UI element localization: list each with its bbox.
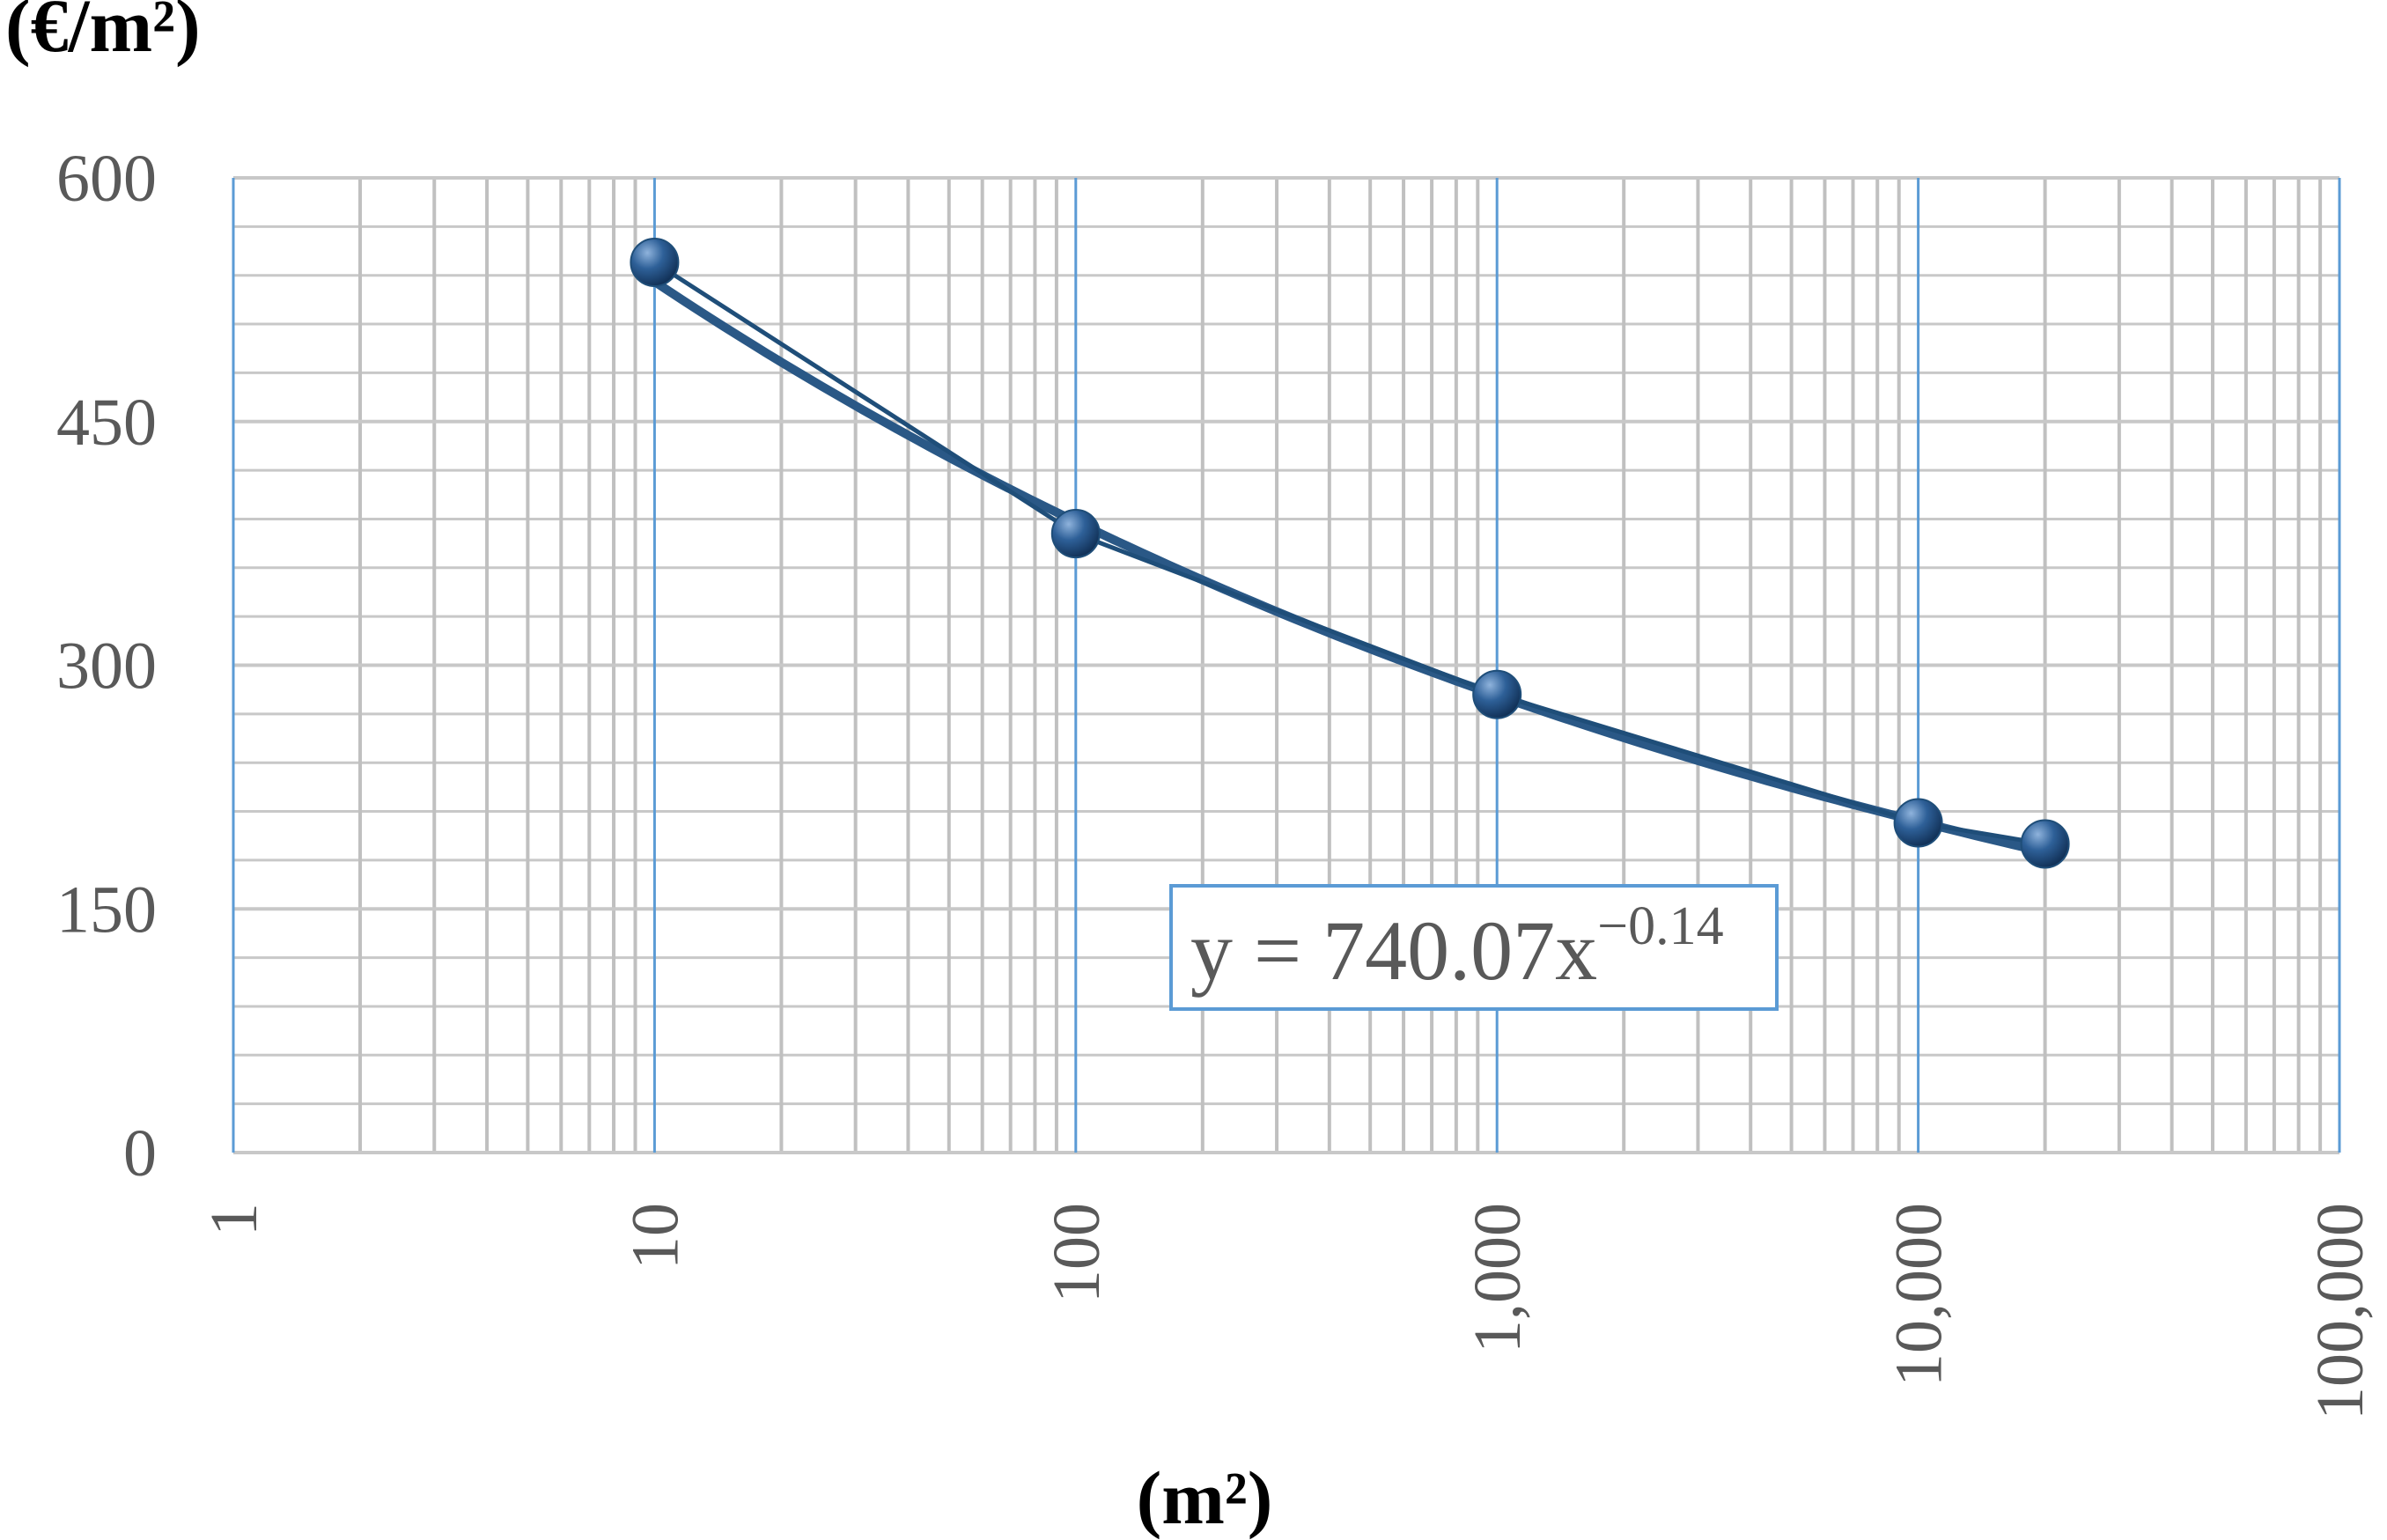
point — [2020, 819, 2070, 869]
annotation-text: y = 740.07x — [1190, 903, 1597, 998]
x-tick-label: 100 — [1040, 1203, 1114, 1303]
trendline — [650, 276, 2050, 857]
point — [630, 237, 680, 287]
x-tick-label: 1,000 — [1461, 1203, 1535, 1353]
point — [1472, 669, 1522, 719]
x-tick-label: 10,000 — [1882, 1203, 1956, 1387]
x-tick-label: 1 — [197, 1203, 271, 1236]
x-tick-label: 10 — [618, 1203, 692, 1270]
series-line — [653, 260, 2046, 846]
y-tick-label: 300 — [56, 630, 157, 704]
y-tick-label: 0 — [123, 1116, 157, 1190]
y-tick-label: 150 — [56, 873, 157, 947]
y-tick-label: 600 — [56, 142, 157, 216]
y-axis-title: (€/m²) — [5, 0, 201, 68]
plot — [630, 237, 2070, 869]
point — [1893, 798, 1943, 848]
y-tick-label: 450 — [56, 386, 157, 460]
x-tick-label: 100,000 — [2303, 1203, 2377, 1420]
point — [1050, 509, 1101, 559]
x-axis-title: (m²) — [1137, 1455, 1273, 1540]
annotation-superscript: −0.14 — [1597, 896, 1723, 956]
annotation: y = 740.07x−0.14 — [1190, 896, 1724, 998]
annotation-box — [1169, 884, 1779, 1011]
